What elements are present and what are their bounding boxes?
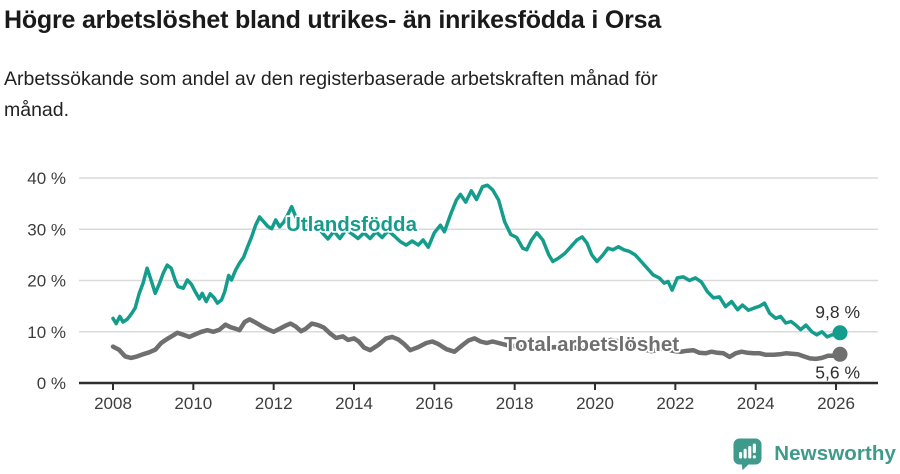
series-line-utlandsfodda [111,183,842,339]
x-tick-label: 2024 [737,394,775,413]
series-label-total: Total arbetslöshet [504,333,679,356]
brand-footer: Newsworthy [732,437,896,471]
chart-title: Högre arbetslöshet bland utrikes- än inr… [4,6,662,34]
logo-exclamation-dot [753,455,757,459]
subtitle-line-2: månad. [4,99,70,121]
logo-exclamation-bar [753,443,757,454]
y-tick-label: 20 % [27,272,66,291]
series-end-dot-total [832,346,848,362]
logo-bubble-shape [733,438,762,471]
series-line-total [110,317,843,362]
x-tick-label: 2020 [576,394,614,413]
logo-bar-chart-glyph [739,443,757,459]
newsworthy-logo-icon [733,438,762,471]
y-tick-label: 30 % [27,220,66,239]
x-tick-label: 2014 [335,394,373,413]
x-tick-label: 2012 [255,394,293,413]
x-tick-label: 2022 [656,394,694,413]
x-tick-label: 2026 [817,394,855,413]
y-tick-label: 0 % [37,374,66,393]
y-tick-label: 40 % [27,169,66,188]
end-value-label-utlandsfodda: 9,8 % [815,302,860,322]
x-tick-label: 2008 [94,394,132,413]
subtitle-line-1: Arbetssökande som andel av den registerb… [4,68,658,90]
y-tick-label: 10 % [27,323,66,342]
series-end-dot-utlandsfodda [832,325,848,341]
brand-name: Newsworthy [774,442,896,465]
series-label-utlandsfodda: Utlandsfödda [286,213,418,236]
x-tick-label: 2016 [415,394,453,413]
chart-subtitle: Arbetssökande som andel av den registerb… [4,64,658,126]
end-value-label-total: 5,6 % [815,362,860,382]
x-tick-label: 2018 [496,394,534,413]
x-tick-label: 2010 [174,394,212,413]
